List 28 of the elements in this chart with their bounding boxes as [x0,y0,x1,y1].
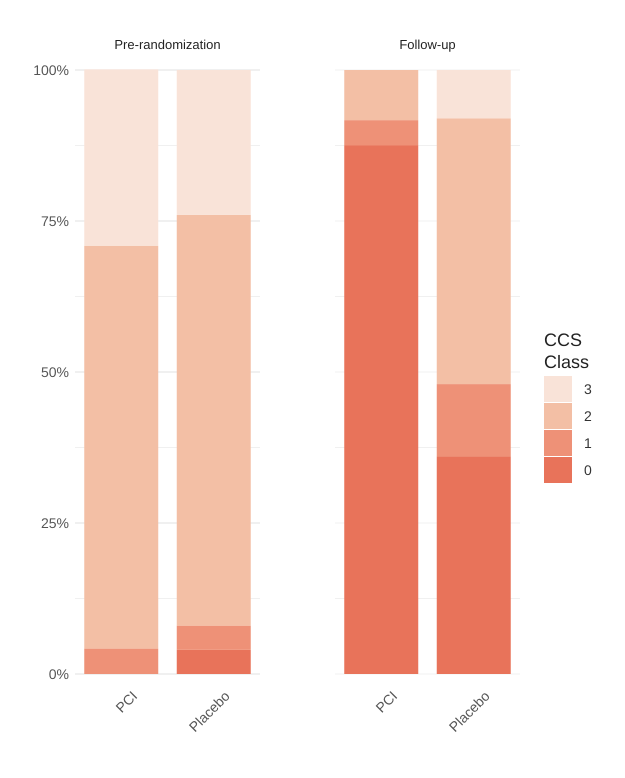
y-tick-label: 75% [40,212,69,229]
bar [84,246,158,649]
bar [84,69,158,246]
x-tick-label: PCI [112,688,140,716]
bar [176,70,251,215]
bar [436,70,511,118]
y-tick-label: 50% [40,364,69,380]
bar [176,626,251,650]
y-tick-label: 25% [40,514,69,531]
bar [176,650,251,674]
bar [436,384,511,457]
legend-label: 3 [584,380,592,397]
legend-label: 0 [584,462,592,478]
bar [344,146,418,674]
legend-label: 2 [584,408,592,424]
y-tick-label: 0% [48,666,69,682]
bar [84,648,158,674]
x-tick-label: PCI [372,688,400,716]
bar [344,120,418,146]
bar [344,70,418,120]
legend-title: CCS Class [544,330,590,372]
chart-title: Pre-randomization [114,37,221,52]
y-tick-label: 100% [33,62,69,78]
chart-title: Follow-up [399,37,456,52]
bar [436,118,511,384]
bar [436,456,511,674]
bar [176,214,251,626]
legend-label: 1 [584,434,592,451]
